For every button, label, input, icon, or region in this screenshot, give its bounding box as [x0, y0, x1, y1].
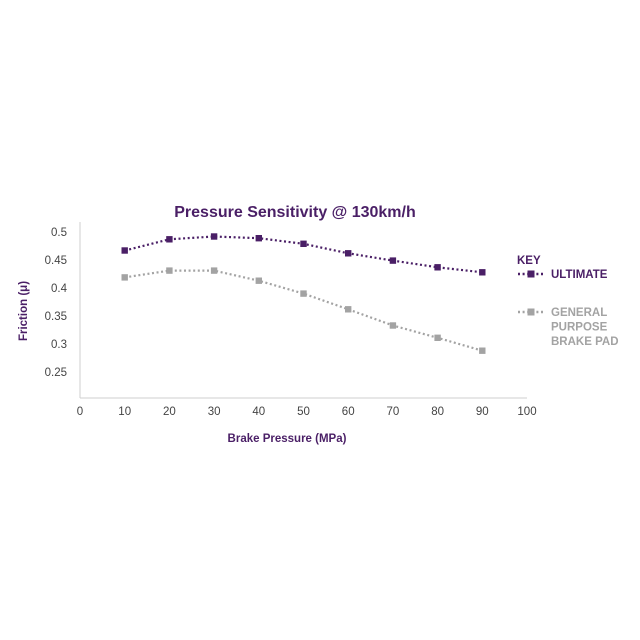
x-tick-label: 90: [476, 406, 489, 418]
x-tick-label: 80: [431, 406, 444, 418]
legend-marker-ultimate: [527, 270, 535, 278]
y-tick-label: 0.25: [45, 367, 67, 379]
legend-label-general-purpose: GENERAL: [551, 307, 607, 319]
legend-marker-general-purpose: [527, 308, 535, 316]
data-point-general-purpose: [434, 334, 441, 341]
y-axis-title: Friction (μ): [18, 281, 30, 341]
x-tick-label: 0: [77, 406, 83, 418]
data-point-general-purpose: [210, 267, 218, 274]
data-point-general-purpose: [479, 347, 486, 354]
series-layer: [121, 233, 486, 354]
data-point-general-purpose: [121, 274, 128, 281]
y-tick-label: 0.3: [51, 339, 67, 351]
data-point-general-purpose: [255, 277, 262, 284]
x-tick-label: 40: [252, 406, 265, 418]
data-point-ultimate: [166, 236, 173, 243]
data-point-ultimate: [389, 257, 397, 264]
y-tick-labels: 0.25 0.3 0.35 0.4 0.45 0.5: [45, 227, 68, 379]
series-general-purpose: [121, 267, 486, 354]
series-line-general-purpose: [124, 269, 483, 352]
legend-item-ultimate: ULTIMATE: [518, 269, 608, 281]
legend-item-general-purpose: GENERAL PURPOSE BRAKE PAD: [518, 307, 619, 348]
x-tick-label: 70: [387, 406, 400, 418]
x-tick-label: 50: [297, 406, 310, 418]
x-tick-label: 10: [118, 406, 131, 418]
data-point-ultimate: [255, 235, 262, 242]
data-point-general-purpose: [300, 290, 307, 297]
data-point-ultimate: [434, 264, 441, 271]
legend-label-general-purpose: PURPOSE: [551, 322, 608, 334]
x-tick-label: 20: [163, 406, 176, 418]
data-point-ultimate: [210, 233, 218, 240]
data-point-general-purpose: [389, 322, 397, 329]
legend: KEY ULTIMATE GENERAL PURPOSE BRAKE PAD: [517, 255, 619, 348]
data-point-general-purpose: [345, 306, 352, 313]
chart-title: Pressure Sensitivity @ 130km/h: [174, 204, 416, 221]
y-tick-label: 0.35: [45, 311, 67, 323]
x-tick-label: 100: [517, 406, 536, 418]
x-tick-label: 60: [342, 406, 355, 418]
data-point-ultimate: [345, 250, 352, 257]
series-ultimate: [121, 233, 486, 276]
legend-title: KEY: [517, 255, 541, 267]
legend-label-ultimate: ULTIMATE: [551, 269, 608, 281]
y-tick-label: 0.4: [51, 283, 68, 295]
legend-label-general-purpose: BRAKE PAD: [551, 336, 619, 348]
x-tick-labels: 0 10 20 30 40 50 60 70 80 90 100: [77, 406, 537, 418]
data-point-ultimate: [300, 240, 307, 247]
y-tick-label: 0.5: [51, 227, 67, 239]
data-point-ultimate: [479, 269, 486, 276]
data-point-general-purpose: [166, 267, 173, 274]
x-axis-title: Brake Pressure (MPa): [228, 433, 347, 445]
y-tick-label: 0.45: [45, 255, 67, 267]
data-point-ultimate: [121, 247, 128, 254]
x-tick-label: 30: [208, 406, 221, 418]
